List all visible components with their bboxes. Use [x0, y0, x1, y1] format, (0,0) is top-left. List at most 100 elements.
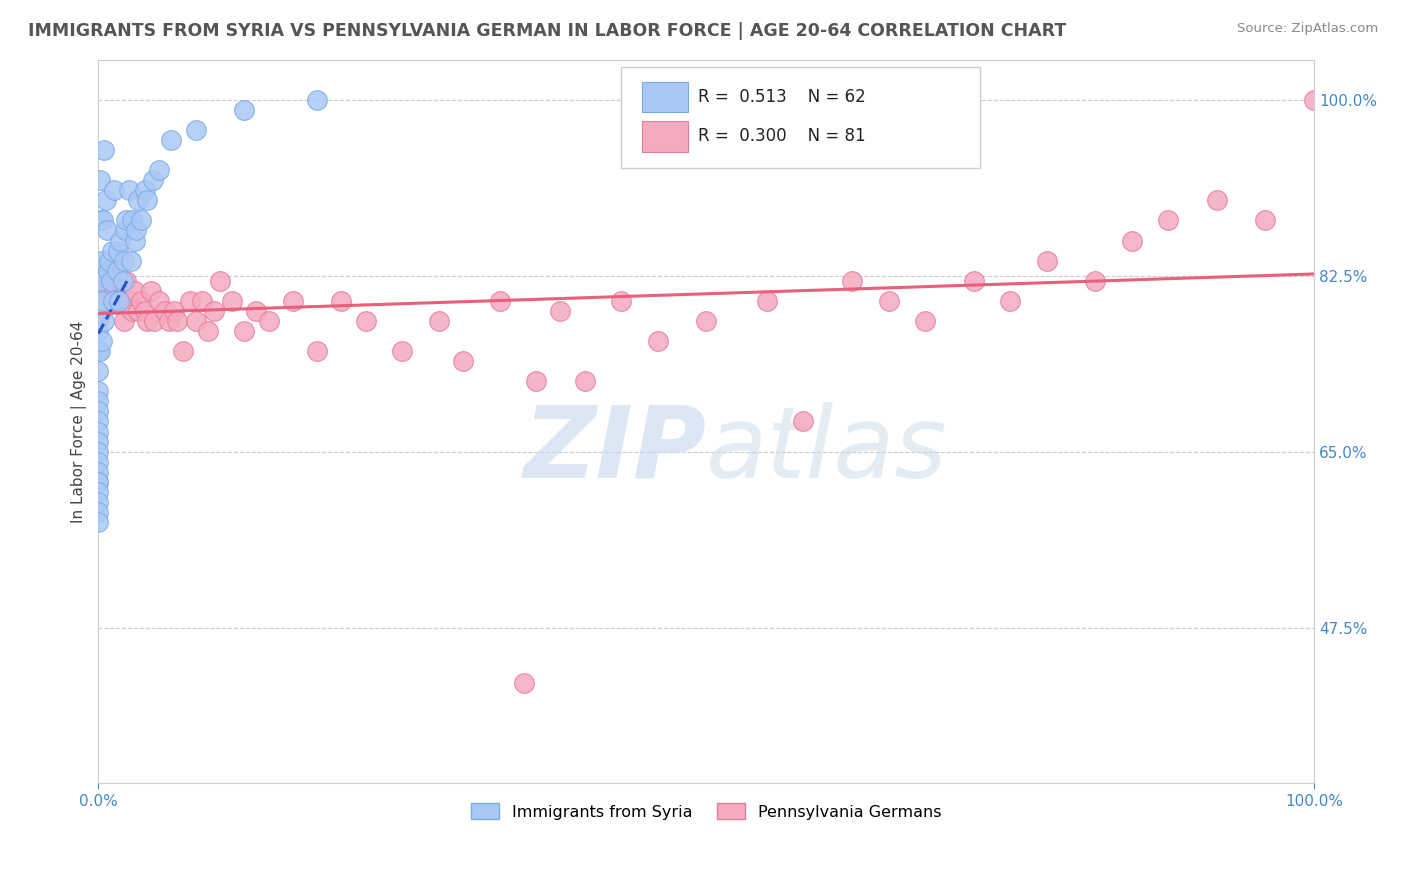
- Point: [87, 495, 110, 509]
- Point: [93, 143, 115, 157]
- Point: [125, 223, 148, 237]
- Point: [127, 304, 149, 318]
- Point: [91, 293, 114, 308]
- Point: [101, 284, 124, 298]
- Point: [118, 293, 141, 308]
- Point: [89, 274, 111, 288]
- Point: [202, 304, 225, 318]
- Point: [190, 293, 212, 308]
- Point: [120, 253, 142, 268]
- Point: [963, 274, 986, 288]
- Point: [89, 173, 111, 187]
- Point: [87, 475, 110, 489]
- Point: [1035, 253, 1057, 268]
- Point: [87, 364, 110, 378]
- Point: [160, 133, 183, 147]
- Text: R =  0.300    N = 81: R = 0.300 N = 81: [697, 128, 865, 145]
- Point: [97, 263, 120, 277]
- Point: [87, 293, 110, 308]
- Point: [330, 293, 353, 308]
- Point: [124, 234, 146, 248]
- Point: [93, 314, 115, 328]
- Point: [97, 293, 120, 308]
- Point: [155, 304, 177, 318]
- Point: [1254, 213, 1277, 227]
- FancyBboxPatch shape: [641, 82, 688, 112]
- Point: [111, 274, 134, 288]
- Point: [91, 253, 114, 268]
- Point: [100, 263, 122, 277]
- Point: [115, 213, 138, 227]
- Point: [221, 293, 243, 308]
- Point: [115, 274, 138, 288]
- Point: [245, 304, 267, 318]
- Point: [108, 293, 131, 308]
- Point: [550, 304, 572, 318]
- Point: [87, 505, 110, 519]
- Point: [451, 354, 474, 368]
- Point: [94, 194, 117, 208]
- Point: [87, 293, 110, 308]
- Point: [112, 253, 135, 268]
- Point: [513, 676, 536, 690]
- Point: [914, 314, 936, 328]
- Point: [87, 274, 110, 288]
- Point: [87, 384, 110, 399]
- Point: [89, 284, 111, 298]
- Point: [87, 425, 110, 439]
- Point: [87, 455, 110, 469]
- Point: [427, 314, 450, 328]
- Point: [98, 253, 121, 268]
- Point: [91, 304, 114, 318]
- Point: [142, 173, 165, 187]
- Point: [91, 274, 114, 288]
- Point: [105, 263, 128, 277]
- Point: [91, 213, 114, 227]
- Point: [233, 103, 256, 117]
- Point: [87, 394, 110, 409]
- Point: [179, 293, 201, 308]
- Y-axis label: In Labor Force | Age 20-64: In Labor Force | Age 20-64: [72, 320, 87, 523]
- Point: [121, 213, 143, 227]
- Text: IMMIGRANTS FROM SYRIA VS PENNSYLVANIA GERMAN IN LABOR FORCE | AGE 20-64 CORRELAT: IMMIGRANTS FROM SYRIA VS PENNSYLVANIA GE…: [28, 22, 1066, 40]
- Point: [87, 304, 110, 318]
- Point: [647, 334, 669, 348]
- Point: [184, 314, 207, 328]
- Point: [129, 293, 152, 308]
- Point: [90, 293, 112, 308]
- Point: [136, 194, 159, 208]
- Point: [91, 334, 114, 348]
- Point: [134, 304, 156, 318]
- Point: [127, 194, 149, 208]
- Point: [103, 263, 125, 277]
- Point: [121, 304, 143, 318]
- Point: [87, 404, 110, 418]
- Point: [524, 374, 547, 388]
- Point: [124, 284, 146, 298]
- Point: [110, 293, 132, 308]
- Point: [107, 244, 129, 258]
- Point: [87, 304, 110, 318]
- Point: [103, 183, 125, 197]
- Point: [110, 234, 132, 248]
- Legend: Immigrants from Syria, Pennsylvania Germans: Immigrants from Syria, Pennsylvania Germ…: [464, 797, 948, 826]
- Point: [307, 344, 329, 359]
- Point: [136, 314, 159, 328]
- Text: Source: ZipAtlas.com: Source: ZipAtlas.com: [1237, 22, 1378, 36]
- FancyBboxPatch shape: [621, 67, 980, 169]
- Point: [1157, 213, 1180, 227]
- Point: [87, 324, 110, 338]
- Point: [101, 293, 124, 308]
- Point: [391, 344, 413, 359]
- Point: [90, 213, 112, 227]
- Point: [281, 293, 304, 308]
- Point: [89, 274, 111, 288]
- Point: [307, 93, 329, 107]
- Point: [166, 314, 188, 328]
- Point: [87, 415, 110, 429]
- Point: [87, 475, 110, 489]
- Point: [129, 213, 152, 227]
- Point: [1303, 93, 1326, 107]
- Point: [87, 344, 110, 359]
- Point: [197, 324, 219, 338]
